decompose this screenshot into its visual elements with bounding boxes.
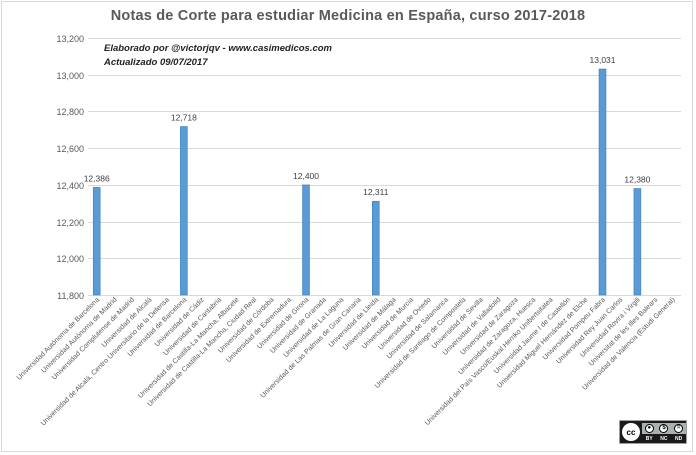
cc-attribution-icons: ● $ = xyxy=(642,423,686,434)
cc-license-labels: BY NC ND xyxy=(642,435,686,443)
cc-label-nc: NC xyxy=(660,436,668,442)
noncommercial-icon: $ xyxy=(659,424,669,433)
credit-author-line: Elaborado por @victorjqv - www.casimedic… xyxy=(104,43,332,54)
chart-title: Notas de Corte para estudiar Medicina en… xyxy=(110,8,586,24)
credit-updated-line: Actualizado 09/07/2017 xyxy=(104,56,208,68)
cc-label-nd: ND xyxy=(674,436,683,442)
cc-label-by: BY xyxy=(645,436,653,442)
credit-block: Elaborado por @victorjqv - www.casimedic… xyxy=(104,42,332,69)
noderivatives-icon: = xyxy=(674,424,684,433)
by-person-icon: ● xyxy=(644,424,654,433)
cc-icon: cc xyxy=(622,423,640,441)
cc-license-badge[interactable]: cc ● $ = BY NC ND xyxy=(619,420,687,444)
